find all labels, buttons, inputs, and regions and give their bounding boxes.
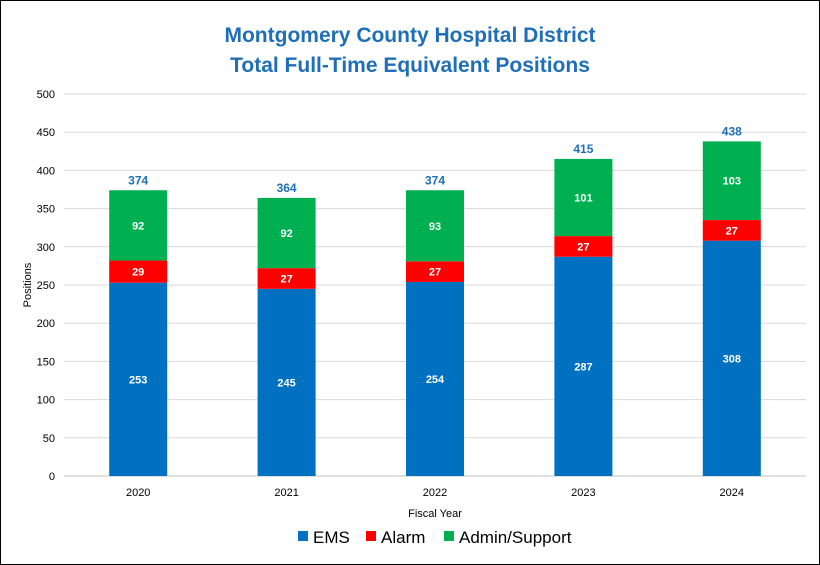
data-label: 308 (723, 353, 741, 365)
legend-swatch (366, 531, 376, 541)
total-label: 374 (425, 173, 445, 187)
x-axis-title: Fiscal Year (408, 508, 462, 520)
bar-segment-ems (554, 256, 613, 476)
bar-segment-ems (702, 240, 761, 476)
bar-segment-admin-support (257, 197, 316, 269)
y-tick-label: 200 (37, 318, 55, 330)
y-tick-label: 450 (37, 127, 55, 139)
y-tick-label: 150 (37, 356, 55, 368)
bar-segment-admin-support (554, 158, 613, 237)
y-tick-label: 400 (37, 165, 55, 177)
legend-swatch (444, 531, 454, 541)
y-tick-label: 250 (37, 280, 55, 292)
data-label: 287 (574, 361, 592, 373)
x-tick-label: 2023 (571, 487, 595, 499)
y-tick-label: 300 (37, 242, 55, 254)
y-tick-label: 0 (49, 471, 55, 483)
y-tick-label: 100 (37, 395, 55, 407)
bar-segment-admin-support (702, 141, 761, 221)
legend-label: Alarm (381, 528, 425, 547)
y-axis-title: Positions (22, 262, 34, 307)
data-label: 27 (726, 225, 738, 237)
total-label: 438 (722, 124, 742, 138)
x-tick-label: 2020 (126, 487, 150, 499)
bar-segment-ems (406, 281, 464, 476)
bar-segment-ems (109, 282, 168, 476)
chart-title: Montgomery County Hospital District (224, 24, 596, 47)
total-label: 374 (128, 173, 148, 187)
data-label: 27 (577, 241, 589, 253)
data-label: 29 (132, 267, 144, 279)
legend-label: Admin/Support (459, 528, 572, 547)
x-tick-label: 2022 (423, 487, 447, 499)
bar-segment-alarm (554, 236, 613, 257)
data-label: 253 (129, 374, 147, 386)
data-label: 101 (574, 193, 592, 205)
data-label: 27 (429, 267, 441, 279)
data-label: 27 (280, 274, 292, 286)
chart-subtitle: Total Full-Time Equivalent Positions (230, 54, 590, 77)
data-label: 93 (429, 221, 441, 233)
data-label: 254 (426, 374, 445, 386)
y-tick-label: 500 (37, 89, 55, 101)
bar-segment-alarm (257, 268, 316, 289)
data-label: 92 (280, 228, 292, 240)
x-tick-label: 2024 (720, 487, 744, 499)
bar-segment-alarm (406, 261, 464, 282)
y-tick-label: 50 (43, 433, 55, 445)
legend-swatch (298, 531, 308, 541)
data-label: 245 (277, 377, 295, 389)
data-label: 92 (132, 220, 144, 232)
bar-segment-admin-support (406, 190, 464, 262)
total-label: 415 (573, 142, 593, 156)
bar-segment-alarm (702, 220, 761, 241)
y-tick-label: 350 (37, 204, 55, 216)
x-tick-label: 2021 (274, 487, 298, 499)
data-label: 103 (723, 176, 741, 188)
bar-segment-admin-support (109, 190, 168, 261)
bar-segment-ems (257, 288, 316, 476)
legend-label: EMS (313, 528, 350, 547)
total-label: 364 (277, 181, 297, 195)
bar-segment-alarm (109, 260, 168, 283)
